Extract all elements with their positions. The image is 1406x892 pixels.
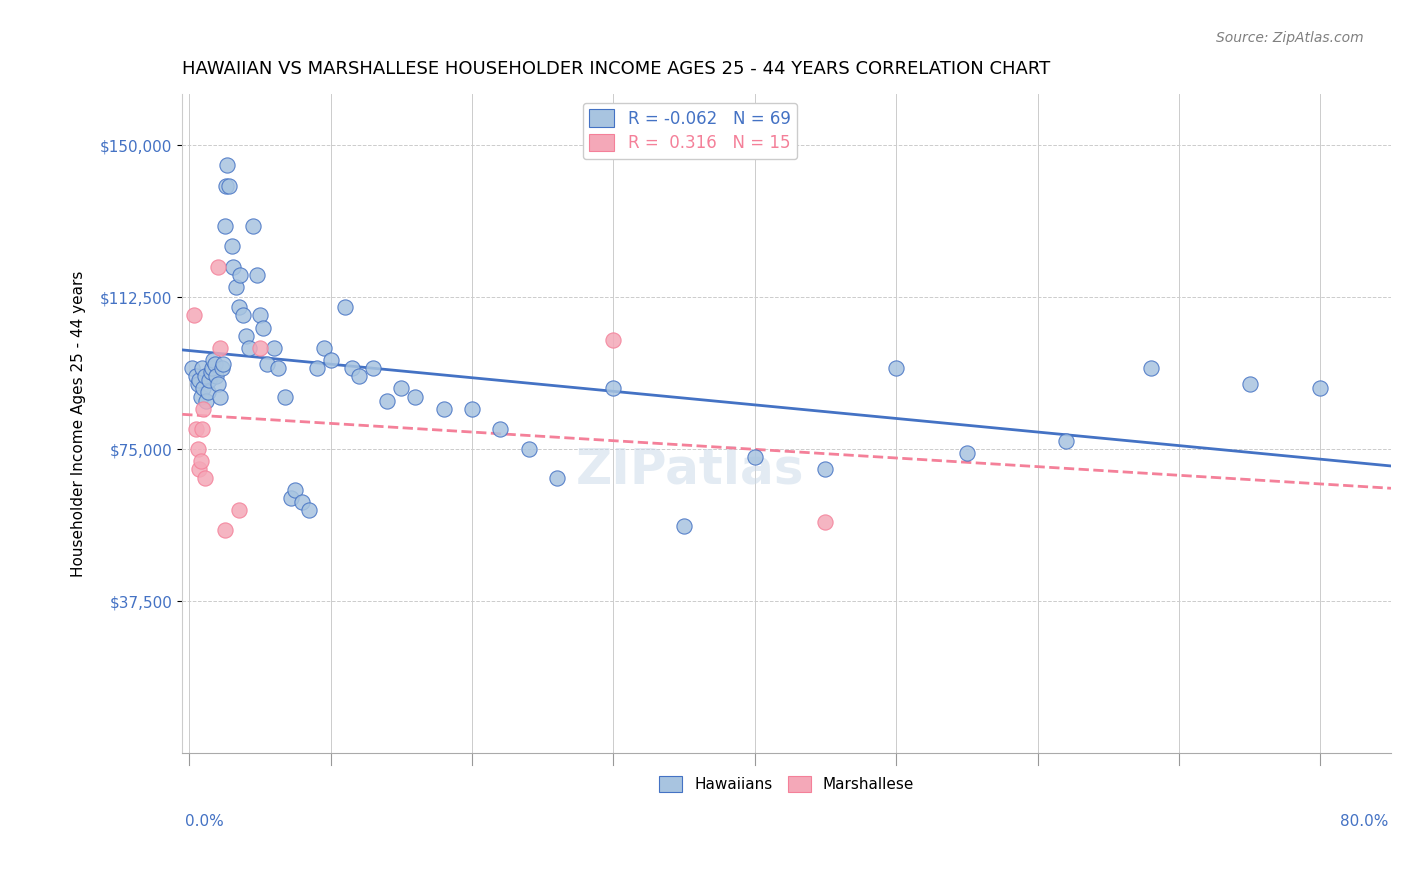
Point <box>207 377 229 392</box>
Point <box>195 393 218 408</box>
Point <box>214 524 236 538</box>
Point <box>209 390 232 404</box>
Point <box>333 301 356 315</box>
Point <box>218 178 240 193</box>
Point <box>744 450 766 465</box>
Point <box>319 353 342 368</box>
Point <box>197 385 219 400</box>
Point <box>205 369 228 384</box>
Point <box>222 260 245 274</box>
Point <box>201 361 224 376</box>
Point <box>194 369 217 384</box>
Point <box>1239 377 1261 392</box>
Point <box>312 341 335 355</box>
Point <box>517 442 540 457</box>
Point <box>291 495 314 509</box>
Point <box>814 462 837 476</box>
Point <box>193 381 215 395</box>
Point <box>232 309 254 323</box>
Point <box>186 422 208 436</box>
Point <box>280 491 302 505</box>
Point <box>1054 434 1077 449</box>
Point <box>274 390 297 404</box>
Point <box>215 178 238 193</box>
Point <box>267 361 290 376</box>
Text: 0.0%: 0.0% <box>186 814 224 830</box>
Point <box>461 401 484 416</box>
Y-axis label: Householder Income Ages 25 - 44 years: Householder Income Ages 25 - 44 years <box>72 270 86 577</box>
Point <box>305 361 328 376</box>
Point <box>187 377 209 392</box>
Point <box>249 309 271 323</box>
Point <box>1309 381 1331 395</box>
Point <box>217 158 239 172</box>
Point <box>214 219 236 234</box>
Point <box>204 357 226 371</box>
Point <box>956 446 979 460</box>
Point <box>673 519 696 533</box>
Point <box>188 373 211 387</box>
Point <box>211 361 233 376</box>
Point <box>228 301 250 315</box>
Text: 80.0%: 80.0% <box>1340 814 1388 830</box>
Point <box>1139 361 1161 376</box>
Point <box>207 260 229 274</box>
Point <box>209 341 232 355</box>
Text: Source: ZipAtlas.com: Source: ZipAtlas.com <box>1216 31 1364 45</box>
Point <box>249 341 271 355</box>
Text: ZIPatlas: ZIPatlas <box>575 446 804 494</box>
Point <box>221 239 243 253</box>
Point <box>361 361 384 376</box>
Point <box>340 361 363 376</box>
Point <box>602 333 624 347</box>
Point <box>256 357 278 371</box>
Point <box>187 442 209 457</box>
Point <box>225 280 247 294</box>
Point <box>284 483 307 497</box>
Point <box>194 470 217 484</box>
Point <box>814 515 837 529</box>
Point <box>212 357 235 371</box>
Point <box>298 503 321 517</box>
Point <box>229 268 252 282</box>
Point <box>238 341 260 355</box>
Point <box>186 369 208 384</box>
Point <box>183 309 205 323</box>
Legend: Hawaiians, Marshallese: Hawaiians, Marshallese <box>652 770 921 798</box>
Point <box>242 219 264 234</box>
Point <box>252 320 274 334</box>
Point <box>198 373 221 387</box>
Point <box>190 390 212 404</box>
Text: HAWAIIAN VS MARSHALLESE HOUSEHOLDER INCOME AGES 25 - 44 YEARS CORRELATION CHART: HAWAIIAN VS MARSHALLESE HOUSEHOLDER INCO… <box>183 60 1050 78</box>
Point <box>193 401 215 416</box>
Point <box>389 381 412 395</box>
Point <box>191 361 214 376</box>
Point <box>202 353 225 368</box>
Point <box>190 454 212 468</box>
Point <box>191 422 214 436</box>
Point <box>200 365 222 379</box>
Point <box>347 369 370 384</box>
Point <box>263 341 285 355</box>
Point <box>375 393 398 408</box>
Point <box>246 268 269 282</box>
Point <box>228 503 250 517</box>
Point <box>181 361 204 376</box>
Point <box>884 361 907 376</box>
Point <box>405 390 427 404</box>
Point <box>546 470 568 484</box>
Point <box>235 328 257 343</box>
Point <box>489 422 512 436</box>
Point <box>433 401 456 416</box>
Point <box>602 381 624 395</box>
Point <box>188 462 211 476</box>
